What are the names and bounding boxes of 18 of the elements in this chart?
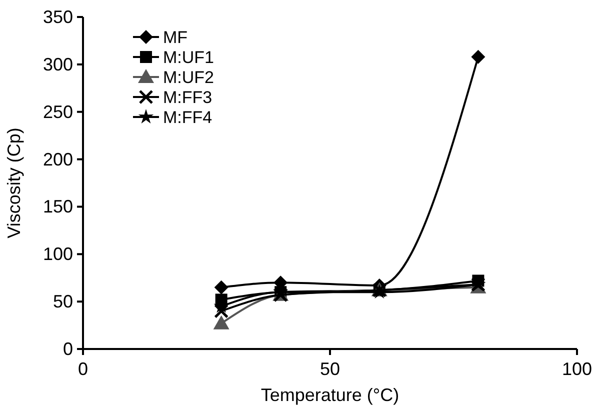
y-tick-label: 150: [42, 196, 73, 217]
y-tick-label: 350: [42, 7, 73, 27]
legend-label: MF: [163, 28, 188, 47]
x-tick-label: 0: [78, 359, 88, 379]
x-tick-label: 100: [562, 359, 592, 379]
y-tick-label: 200: [42, 149, 73, 170]
legend-label: M:FF4: [163, 108, 212, 127]
legend-label: M:UF1: [163, 48, 214, 67]
x-axis-title: Temperature (°C): [260, 385, 400, 405]
y-tick-label: 250: [42, 102, 73, 122]
y-axis-title: Viscosity (Cp): [4, 128, 24, 238]
y-tick-label: 0: [62, 339, 73, 359]
y-tick-label: 100: [42, 244, 73, 264]
y-tick-label: 50: [52, 292, 73, 312]
x-tick-label: 50: [320, 359, 340, 379]
y-tick-label: 300: [42, 54, 73, 74]
legend-label: M:UF2: [163, 68, 214, 87]
legend-label: M:FF3: [163, 88, 212, 107]
